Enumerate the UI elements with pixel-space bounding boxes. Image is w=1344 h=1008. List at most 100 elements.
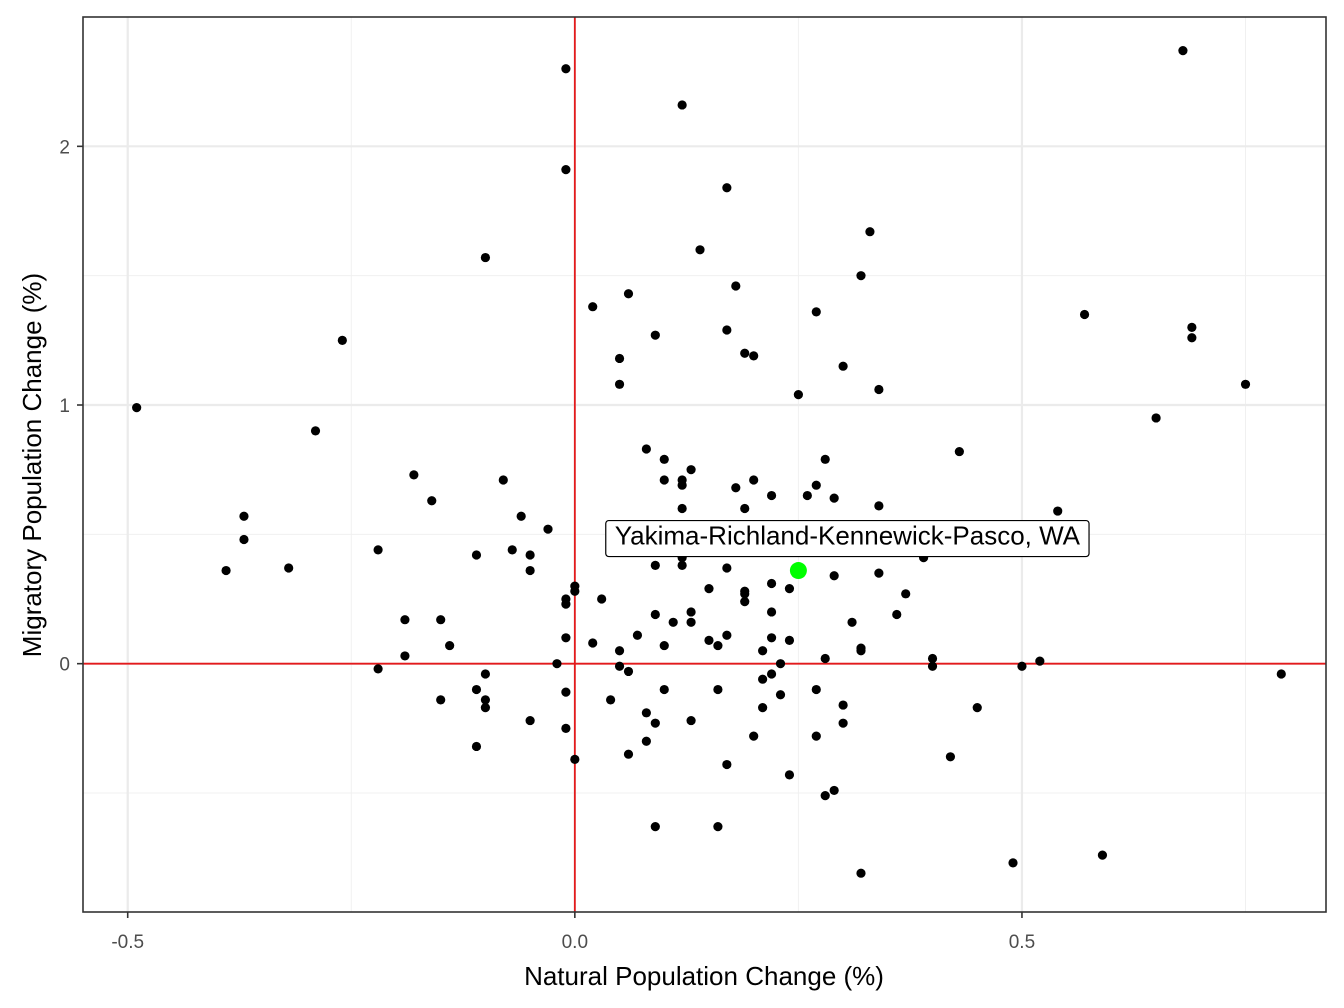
data-point bbox=[1187, 322, 1197, 333]
data-point bbox=[811, 307, 821, 317]
data-point bbox=[927, 653, 938, 664]
data-point bbox=[623, 749, 634, 759]
data-point bbox=[740, 596, 750, 607]
data-point bbox=[641, 444, 651, 454]
data-point bbox=[731, 483, 741, 493]
data-point bbox=[677, 503, 687, 514]
data-point bbox=[588, 302, 598, 312]
data-point bbox=[677, 100, 687, 110]
data-point bbox=[829, 493, 839, 503]
data-point bbox=[749, 351, 759, 361]
data-point bbox=[972, 703, 982, 713]
y-axis-title: Migratory Population Change (%) bbox=[17, 273, 47, 657]
data-point bbox=[614, 379, 625, 389]
data-point bbox=[874, 568, 884, 578]
data-point bbox=[471, 684, 482, 695]
data-point bbox=[811, 684, 821, 695]
data-point bbox=[686, 465, 696, 475]
data-points bbox=[132, 46, 1286, 878]
data-point bbox=[766, 607, 777, 617]
data-point bbox=[758, 703, 768, 713]
data-point bbox=[606, 695, 616, 705]
data-point bbox=[507, 545, 517, 555]
data-point bbox=[436, 615, 446, 625]
data-point bbox=[793, 390, 803, 400]
data-point bbox=[784, 584, 795, 594]
y-tick-label: 0 bbox=[59, 655, 70, 676]
data-point bbox=[802, 490, 812, 501]
data-point bbox=[668, 617, 678, 627]
data-point bbox=[239, 534, 249, 545]
data-point bbox=[856, 271, 866, 281]
data-point bbox=[588, 638, 598, 648]
data-point bbox=[659, 684, 669, 695]
data-point bbox=[722, 563, 732, 573]
data-point bbox=[436, 695, 446, 705]
data-point bbox=[239, 511, 249, 521]
data-point bbox=[552, 659, 562, 669]
data-point bbox=[650, 560, 660, 570]
data-point bbox=[820, 653, 830, 664]
data-point bbox=[570, 754, 580, 764]
data-point bbox=[614, 353, 625, 364]
data-point bbox=[713, 684, 723, 695]
data-point bbox=[373, 545, 383, 555]
data-point bbox=[409, 470, 419, 480]
y-tick-label: 2 bbox=[59, 137, 70, 158]
data-point bbox=[525, 565, 535, 576]
data-point bbox=[1053, 506, 1063, 516]
data-point bbox=[713, 640, 723, 651]
data-point bbox=[722, 183, 732, 193]
data-point bbox=[856, 646, 866, 656]
data-point bbox=[284, 563, 294, 573]
data-point bbox=[525, 715, 535, 726]
data-point bbox=[561, 687, 571, 697]
data-point bbox=[614, 646, 625, 656]
data-point bbox=[650, 822, 660, 832]
data-point bbox=[740, 589, 750, 599]
data-point bbox=[749, 731, 759, 741]
data-point bbox=[722, 325, 732, 335]
data-point bbox=[480, 695, 491, 705]
x-axis-title: Natural Population Change (%) bbox=[524, 961, 884, 991]
data-point bbox=[623, 666, 634, 677]
data-point bbox=[561, 723, 571, 733]
data-point bbox=[766, 578, 777, 589]
data-point bbox=[722, 759, 732, 770]
data-point bbox=[847, 617, 857, 627]
data-point bbox=[480, 252, 491, 263]
data-point bbox=[400, 615, 410, 625]
data-point bbox=[471, 550, 482, 560]
data-point bbox=[1017, 661, 1027, 671]
data-point bbox=[337, 335, 347, 345]
data-point bbox=[704, 635, 714, 645]
data-point bbox=[856, 868, 866, 878]
data-point bbox=[811, 480, 821, 490]
data-point bbox=[704, 584, 714, 594]
data-point bbox=[400, 651, 410, 661]
plot-panel bbox=[83, 17, 1326, 912]
data-point bbox=[310, 426, 321, 436]
plot-border bbox=[82, 16, 1327, 913]
x-tick-label: 0.5 bbox=[1009, 932, 1035, 953]
data-point bbox=[525, 550, 535, 560]
data-point bbox=[641, 736, 651, 746]
data-point bbox=[775, 690, 786, 700]
data-point bbox=[677, 560, 687, 570]
data-point bbox=[659, 454, 669, 464]
data-point bbox=[766, 490, 777, 501]
data-point bbox=[480, 669, 491, 679]
data-point bbox=[874, 384, 884, 395]
data-point bbox=[445, 640, 455, 651]
data-point bbox=[614, 661, 625, 671]
data-point bbox=[686, 715, 696, 726]
data-point bbox=[695, 245, 705, 255]
data-point bbox=[650, 718, 660, 728]
data-point bbox=[132, 402, 142, 413]
data-point bbox=[659, 640, 669, 651]
data-point bbox=[1151, 413, 1161, 423]
y-tick-label: 1 bbox=[59, 396, 70, 417]
data-point bbox=[758, 674, 768, 684]
data-point bbox=[427, 496, 437, 506]
